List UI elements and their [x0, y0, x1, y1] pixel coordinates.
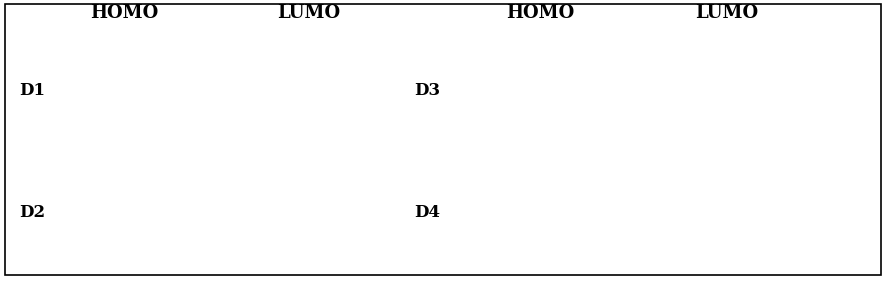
- Text: LUMO: LUMO: [276, 4, 340, 22]
- Text: D3: D3: [415, 82, 440, 99]
- Text: LUMO: LUMO: [695, 4, 758, 22]
- Text: HOMO: HOMO: [89, 4, 159, 22]
- Text: D1: D1: [19, 82, 45, 99]
- Text: HOMO: HOMO: [506, 4, 575, 22]
- Text: D4: D4: [415, 204, 440, 221]
- Text: D2: D2: [19, 204, 45, 221]
